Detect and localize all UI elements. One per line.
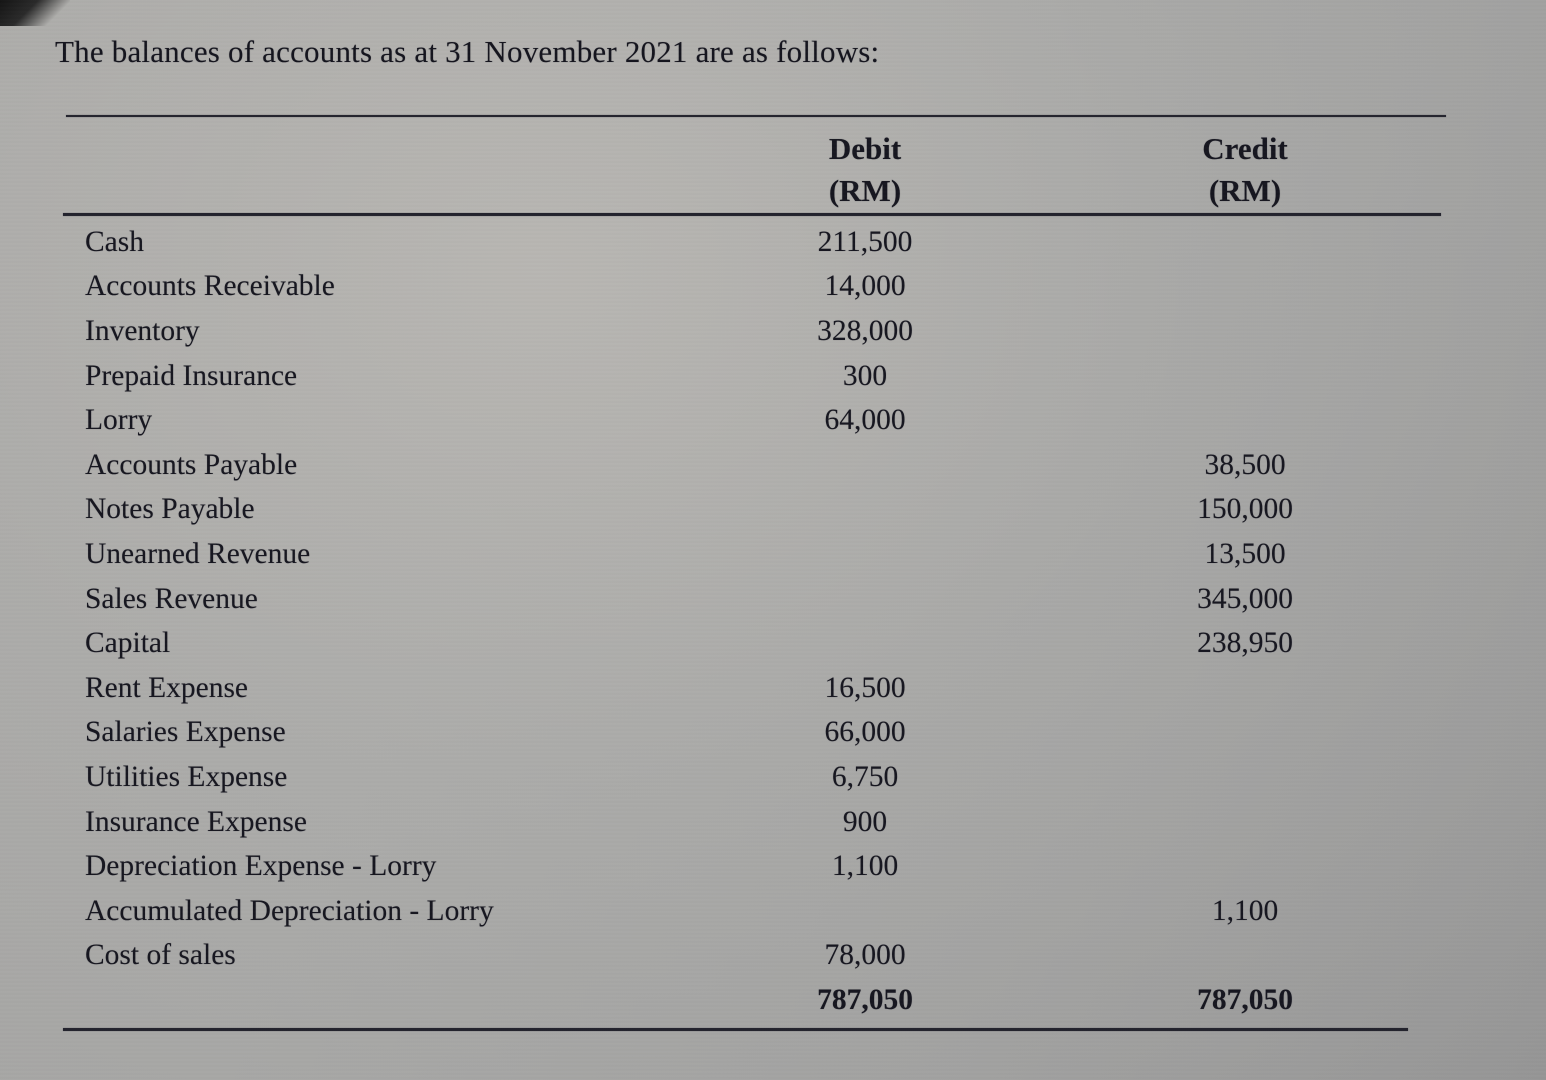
account-name-cell: Utilities Expense	[85, 760, 288, 793]
account-name-cell: Inventory	[85, 314, 200, 347]
debit-column-header: Debit (RM)	[665, 128, 1065, 212]
table-bottom-rule	[63, 1028, 1408, 1031]
account-name-cell: Accounts Payable	[85, 448, 298, 481]
table-top-rule	[66, 115, 1446, 117]
document-title: The balances of accounts as at 31 Novemb…	[55, 34, 880, 69]
totals-row: 787,050 787,050	[65, 978, 1445, 1023]
credit-cell: 1,100	[1211, 894, 1279, 927]
debit-cell: 6,750	[831, 760, 899, 793]
debit-cell: 211,500	[817, 225, 913, 258]
credit-column-header: Credit (RM)	[1065, 128, 1425, 212]
table-row: Insurance Expense 900	[65, 800, 1445, 845]
debit-cell: 328,000	[817, 314, 913, 347]
credit-header-unit: (RM)	[1208, 173, 1282, 208]
table-row: Sales Revenue 345,000	[65, 577, 1445, 622]
account-column-spacer	[65, 128, 665, 212]
table-row: Depreciation Expense - Lorry 1,100	[65, 844, 1445, 889]
account-name-cell: Lorry	[85, 404, 153, 437]
debit-cell: 66,000	[824, 716, 906, 749]
header-separator-rule	[63, 213, 1441, 216]
table-row: Accounts Receivable 14,000	[65, 265, 1445, 310]
account-name-cell: Accumulated Depreciation - Lorry	[85, 894, 494, 927]
account-name-cell: Insurance Expense	[85, 805, 307, 838]
table-row: Notes Payable 150,000	[65, 488, 1445, 533]
account-name-cell: Salaries Expense	[85, 716, 286, 749]
credit-cell: 150,000	[1197, 493, 1293, 526]
account-name-cell: Depreciation Expense - Lorry	[85, 850, 437, 883]
credit-cell: 38,500	[1204, 448, 1286, 481]
table-row: Cost of sales 78,000	[65, 934, 1445, 979]
table-row: Inventory 328,000	[65, 309, 1445, 354]
debit-cell: 14,000	[824, 270, 906, 303]
debit-cell: 300	[842, 359, 888, 392]
table-rows: Cash 211,500 Accounts Receivable 14,000 …	[65, 220, 1445, 1023]
table-row: Accounts Payable 38,500	[65, 443, 1445, 488]
credit-header-label: Credit	[1202, 131, 1288, 166]
photo-corner-shadow	[0, 0, 70, 26]
account-name-cell: Cash	[85, 225, 144, 258]
table-row: Rent Expense 16,500	[65, 666, 1445, 711]
account-name-cell: Capital	[85, 627, 171, 660]
debit-cell: 1,100	[831, 850, 899, 883]
table-row: Capital 238,950	[65, 621, 1445, 666]
table-row: Accumulated Depreciation - Lorry 1,100	[65, 889, 1445, 934]
table-row: Cash 211,500	[65, 220, 1445, 265]
credit-cell: 13,500	[1204, 537, 1286, 570]
debit-cell: 64,000	[824, 404, 906, 437]
table-row: Unearned Revenue 13,500	[65, 532, 1445, 577]
credit-cell: 238,950	[1197, 627, 1293, 660]
debit-header-label: Debit	[828, 131, 902, 166]
account-name-cell: Sales Revenue	[85, 582, 258, 615]
account-name-cell: Prepaid Insurance	[85, 359, 298, 392]
account-name-cell: Rent Expense	[85, 671, 249, 704]
account-name-cell: Cost of sales	[85, 939, 236, 972]
table-row: Lorry 64,000	[65, 398, 1445, 443]
table-column-headers: Debit (RM) Credit (RM)	[65, 128, 1445, 212]
debit-cell: 16,500	[824, 671, 906, 704]
account-name-cell: Notes Payable	[85, 493, 255, 526]
table-row: Prepaid Insurance 300	[65, 354, 1445, 399]
debit-cell: 78,000	[824, 939, 906, 972]
total-debit-cell: 787,050	[817, 983, 913, 1016]
total-credit-cell: 787,050	[1197, 983, 1293, 1016]
credit-cell: 345,000	[1197, 582, 1293, 615]
account-name-cell: Unearned Revenue	[85, 537, 311, 570]
debit-cell: 900	[842, 805, 888, 838]
debit-header-unit: (RM)	[828, 173, 902, 208]
table-row: Utilities Expense 6,750	[65, 755, 1445, 800]
table-row: Salaries Expense 66,000	[65, 711, 1445, 756]
account-name-cell: Accounts Receivable	[85, 270, 335, 303]
